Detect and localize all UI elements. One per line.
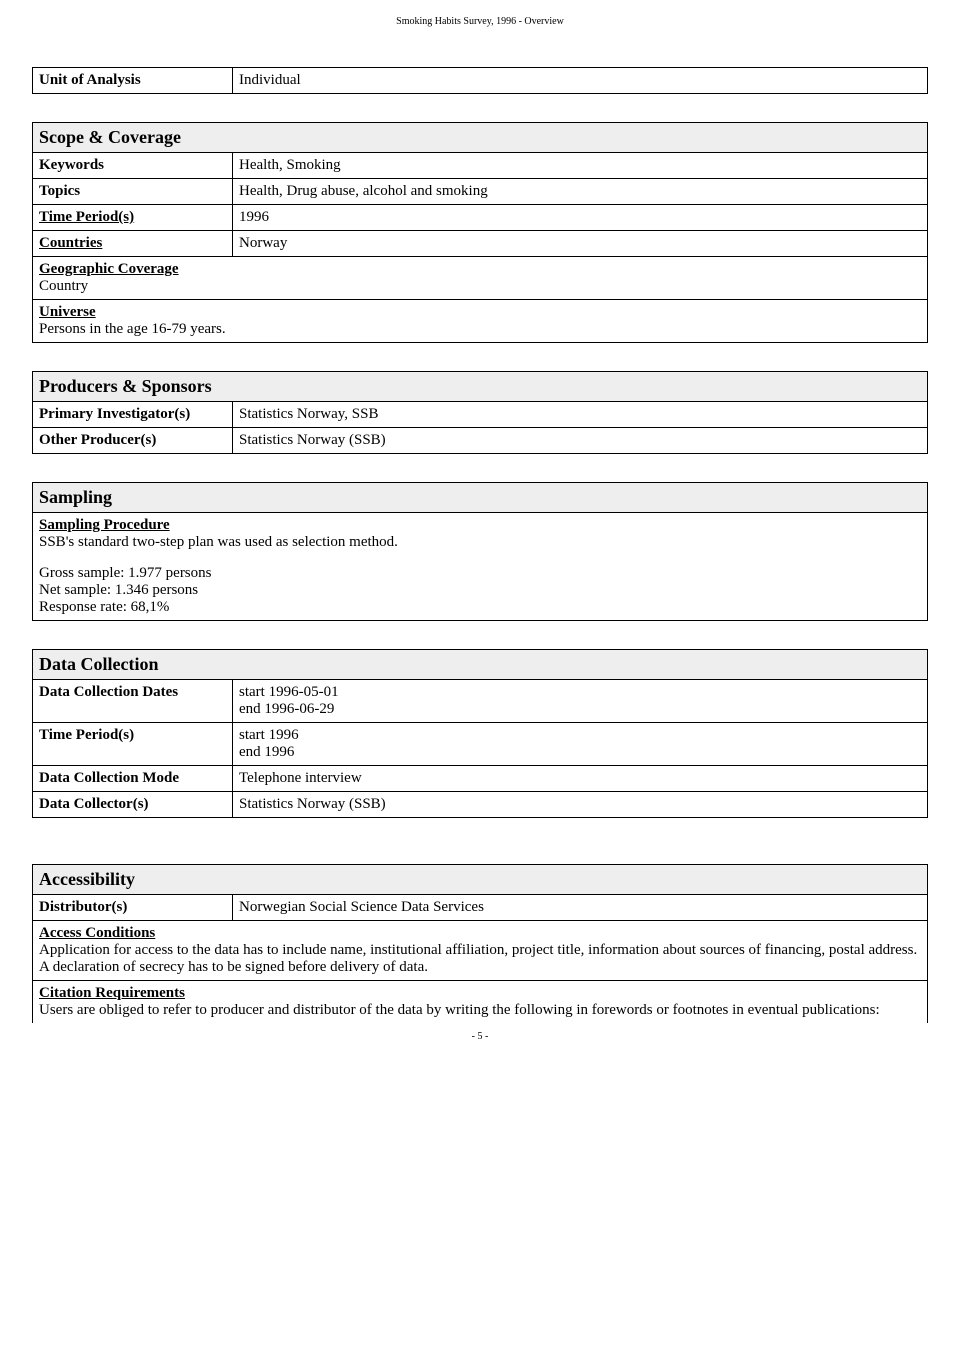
geographic-coverage-cell: Geographic Coverage Country — [33, 257, 928, 300]
producers-sponsors-title: Producers & Sponsors — [33, 372, 928, 402]
geographic-coverage-value: Country — [39, 278, 921, 295]
sampling-procedure-label: Sampling Procedure — [39, 517, 170, 533]
data-collection-table: Data Collection Data Collection Dates st… — [32, 649, 928, 818]
other-producer-value: Statistics Norway (SSB) — [233, 428, 928, 454]
universe-cell: Universe Persons in the age 16-79 years. — [33, 300, 928, 343]
keywords-value: Health, Smoking — [233, 153, 928, 179]
time-periods-label: Time Period(s) — [33, 205, 233, 231]
unit-of-analysis-value: Individual — [233, 68, 928, 94]
keywords-label: Keywords — [33, 153, 233, 179]
access-conditions-cell: Access Conditions Application for access… — [33, 921, 928, 981]
data-collector-value: Statistics Norway (SSB) — [233, 792, 928, 818]
access-conditions-label: Access Conditions — [39, 925, 155, 941]
access-conditions-text: Application for access to the data has t… — [39, 942, 921, 976]
data-collector-label: Data Collector(s) — [33, 792, 233, 818]
topics-value: Health, Drug abuse, alcohol and smoking — [233, 179, 928, 205]
sampling-details: Gross sample: 1.977 persons Net sample: … — [39, 565, 921, 616]
accessibility-title: Accessibility — [33, 865, 928, 895]
data-collection-dates-label: Data Collection Dates — [33, 680, 233, 723]
countries-value: Norway — [233, 231, 928, 257]
countries-label: Countries — [33, 231, 233, 257]
primary-investigator-label: Primary Investigator(s) — [33, 402, 233, 428]
distributor-value: Norwegian Social Science Data Services — [233, 895, 928, 921]
accessibility-table: Accessibility Distributor(s) Norwegian S… — [32, 864, 928, 1023]
data-collection-mode-label: Data Collection Mode — [33, 766, 233, 792]
citation-requirements-cell: Citation Requirements Users are obliged … — [33, 981, 928, 1024]
data-collection-mode-value: Telephone interview — [233, 766, 928, 792]
sampling-procedure-text: SSB's standard two-step plan was used as… — [39, 534, 921, 551]
universe-value: Persons in the age 16-79 years. — [39, 321, 921, 338]
page-header: Smoking Habits Survey, 1996 - Overview — [32, 16, 928, 27]
sampling-title: Sampling — [33, 483, 928, 513]
topics-label: Topics — [33, 179, 233, 205]
citation-requirements-text: Users are obliged to refer to producer a… — [39, 1002, 921, 1019]
primary-investigator-value: Statistics Norway, SSB — [233, 402, 928, 428]
sampling-table: Sampling Sampling Procedure SSB's standa… — [32, 482, 928, 621]
scope-coverage-title: Scope & Coverage — [33, 123, 928, 153]
sampling-body: Sampling Procedure SSB's standard two-st… — [33, 513, 928, 621]
time-periods-value: 1996 — [233, 205, 928, 231]
producers-sponsors-table: Producers & Sponsors Primary Investigato… — [32, 371, 928, 454]
data-collection-dates-value: start 1996-05-01 end 1996-06-29 — [233, 680, 928, 723]
page-container: Smoking Habits Survey, 1996 - Overview U… — [0, 0, 960, 1062]
other-producer-label: Other Producer(s) — [33, 428, 233, 454]
page-footer: - 5 - — [32, 1031, 928, 1042]
citation-requirements-label: Citation Requirements — [39, 985, 185, 1001]
scope-coverage-table: Scope & Coverage Keywords Health, Smokin… — [32, 122, 928, 343]
distributor-label: Distributor(s) — [33, 895, 233, 921]
universe-label: Universe — [39, 304, 96, 320]
unit-of-analysis-label: Unit of Analysis — [33, 68, 233, 94]
dc-time-periods-label: Time Period(s) — [33, 723, 233, 766]
geographic-coverage-label: Geographic Coverage — [39, 261, 179, 277]
unit-of-analysis-table: Unit of Analysis Individual — [32, 67, 928, 94]
dc-time-periods-value: start 1996 end 1996 — [233, 723, 928, 766]
data-collection-title: Data Collection — [33, 650, 928, 680]
